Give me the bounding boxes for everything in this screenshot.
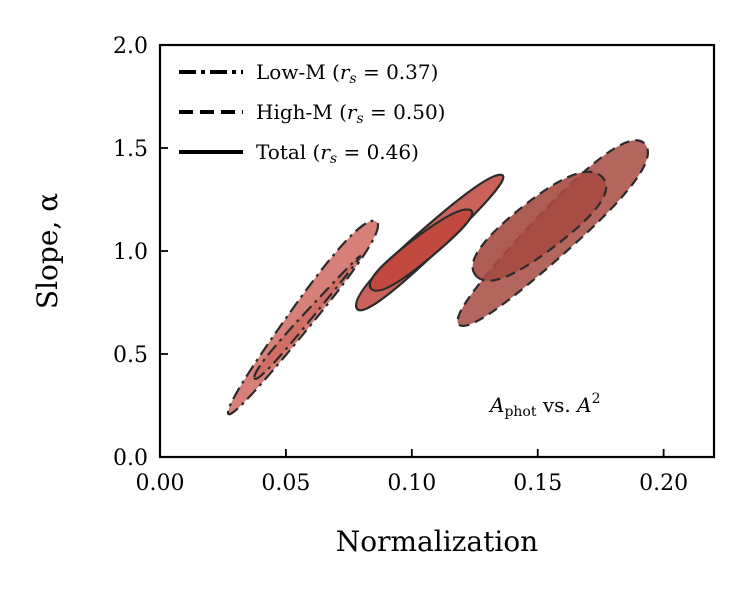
annotation-middle: vs. xyxy=(537,393,578,417)
annotation-subscript: phot xyxy=(504,404,536,420)
x-tick-label: 0.15 xyxy=(513,471,562,496)
legend-label-total: Total (rs = 0.46) xyxy=(256,140,419,167)
x-axis-label: Normalization xyxy=(336,525,538,558)
x-tick-label: 0.05 xyxy=(261,471,310,496)
legend-label-low-m: Low-M (rs = 0.37) xyxy=(256,60,438,87)
legend-label-high-m: High-M (rs = 0.50) xyxy=(256,100,445,127)
annotation-main: A xyxy=(488,393,504,417)
series-low-m xyxy=(226,219,380,416)
y-tick-label: 0.0 xyxy=(113,446,148,471)
annotation-superscript: 2 xyxy=(592,391,601,407)
y-tick-label: 2.0 xyxy=(113,34,148,59)
ellipses-layer xyxy=(226,139,650,416)
x-tick-label: 0.00 xyxy=(136,471,185,496)
contour-inner-high-m xyxy=(471,170,608,282)
x-tick-label: 0.10 xyxy=(387,471,436,496)
contour-inner-total xyxy=(368,208,474,292)
annotation-main2: A xyxy=(575,393,591,417)
legend: Low-M (rs = 0.37) High-M (rs = 0.50) Total… xyxy=(179,60,445,167)
x-tick-label: 0.20 xyxy=(639,471,688,496)
series-high-m xyxy=(456,139,650,328)
y-tick-label: 1.5 xyxy=(113,137,148,162)
annotation-text: Aphot vs. A2 xyxy=(488,391,601,420)
ticks-layer: 0.00 0.05 0.10 0.15 0.20 0.0 0.5 1.0 1.5 2.0 xyxy=(113,34,688,496)
series-total xyxy=(354,173,505,312)
y-axis-label: Slope, α xyxy=(31,193,64,309)
y-tick-label: 0.5 xyxy=(113,343,148,368)
contour-inner-low-m xyxy=(253,254,362,380)
y-tick-label: 1.0 xyxy=(113,240,148,265)
